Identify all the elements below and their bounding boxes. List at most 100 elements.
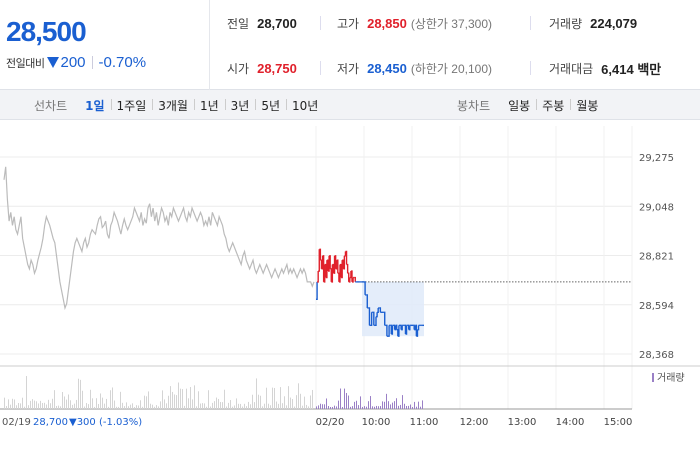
stat-label: 시가 [227, 61, 250, 76]
tab-3y[interactable]: 3년 [224, 97, 256, 114]
volume-bar [316, 406, 317, 409]
series-today-segment [394, 325, 397, 331]
volume-bar [422, 400, 423, 409]
volume-bar [230, 400, 231, 409]
tab-3m[interactable]: 3개월 [152, 97, 194, 114]
volume-bar [8, 399, 9, 409]
volume-bar [362, 406, 363, 409]
volume-bar [336, 406, 337, 409]
volume-bar [278, 403, 279, 409]
volume-bar [294, 406, 295, 409]
volume-legend-swatch [652, 373, 654, 382]
volume-bar [188, 398, 189, 409]
volume-bar [242, 406, 243, 409]
series-today-segment [408, 325, 411, 331]
volume-bar [34, 400, 35, 409]
series-today-segment [350, 270, 353, 282]
volume-bar [306, 404, 307, 409]
volume-bar [408, 405, 409, 409]
volume-bar [232, 406, 233, 409]
y-tick-label: 29,048 [639, 202, 674, 213]
change-row: 전일대비 200 -0.70% [6, 54, 146, 71]
volume-bar [280, 387, 281, 409]
series-today-segment [342, 259, 344, 269]
tab-5y[interactable]: 5년 [255, 97, 286, 114]
tab-daily[interactable]: 일봉 [508, 98, 531, 113]
tab-1y[interactable]: 1년 [193, 97, 225, 114]
volume-bar [308, 406, 309, 409]
volume-bar [328, 405, 329, 409]
volume-bar [26, 376, 27, 409]
volume-bar [374, 406, 375, 409]
stat-label: 고가 [337, 16, 360, 31]
volume-bar [140, 400, 141, 409]
candle-chart-label: 봉차트 [457, 98, 491, 113]
stats-panel: 전일 28,700 고가 28,850 (상한가 37,300) 거래량 224… [210, 0, 700, 90]
series-today-segment [396, 328, 399, 337]
volume-bar [40, 400, 41, 409]
volume-bar [198, 391, 199, 409]
volume-bar [288, 386, 289, 409]
volume-bar [266, 387, 267, 409]
volume-bar [78, 378, 79, 409]
y-tick-label: 28,368 [639, 350, 674, 361]
price-box: 28,500 전일대비 200 -0.70% [0, 0, 210, 90]
volume-bar [402, 395, 403, 409]
x-tick-label: 14:00 [556, 417, 585, 428]
series-today-segment [348, 277, 351, 283]
volume-bar [412, 406, 413, 409]
volume-bar [66, 399, 67, 409]
volume-bar [330, 406, 331, 409]
x-tick-label: 13:00 [508, 417, 537, 428]
series-today-segment [368, 307, 371, 326]
tab-1w[interactable]: 1주일 [110, 97, 153, 114]
volume-bar [384, 401, 385, 409]
tab-monthly[interactable]: 월봉 [570, 97, 604, 114]
series-today-segment [343, 255, 346, 270]
volume-bar [220, 401, 221, 409]
volume-bar [158, 406, 159, 409]
series-today-segment [337, 272, 340, 282]
volume-bar [238, 403, 239, 409]
volume-bar [192, 399, 193, 409]
tab-weekly[interactable]: 주봉 [536, 97, 570, 114]
volume-bar [12, 398, 13, 409]
x-tick-label: 15:00 [604, 417, 633, 428]
volume-bar [146, 396, 147, 409]
y-axis-labels: 29,275 29,048 28,821 28,594 28,368 [639, 153, 674, 361]
volume-bar [368, 401, 369, 409]
volume-bar [50, 403, 51, 409]
volume-bar [122, 402, 123, 409]
x-tick-label: 02/20 [316, 417, 345, 428]
volume-bar [102, 397, 103, 409]
volume-bar [132, 403, 133, 409]
volume-bar [126, 402, 127, 409]
volume-bar [68, 394, 69, 409]
series-today-segment [349, 271, 352, 279]
volume-bar [348, 395, 349, 409]
volume-bar [106, 398, 107, 409]
tab-1d[interactable]: 1일 [85, 98, 105, 113]
volume-bar [292, 399, 293, 409]
volume-bar [380, 406, 381, 409]
series-today-segment [333, 255, 336, 274]
volume-bar [38, 403, 39, 409]
volume-bar [144, 395, 145, 409]
stat-prev-close: 전일 28,700 [227, 13, 297, 33]
series-today-segment [323, 264, 326, 283]
series-today-segment [383, 311, 386, 326]
lower-limit: (하한가 20,100) [410, 61, 493, 76]
volume-bar [322, 404, 323, 409]
series-prev-day [3, 166, 315, 311]
series-today-segment [321, 255, 324, 270]
tab-10y[interactable]: 10년 [286, 97, 324, 114]
series-today-segment [397, 325, 400, 337]
volume-bar [60, 406, 61, 409]
volume-bar [300, 393, 301, 409]
volume-bar [404, 403, 405, 409]
volume-bar [190, 387, 191, 409]
divider [320, 61, 321, 75]
volume-bar [386, 393, 387, 409]
series-today-segment [395, 324, 398, 330]
volume-bar [256, 378, 257, 409]
